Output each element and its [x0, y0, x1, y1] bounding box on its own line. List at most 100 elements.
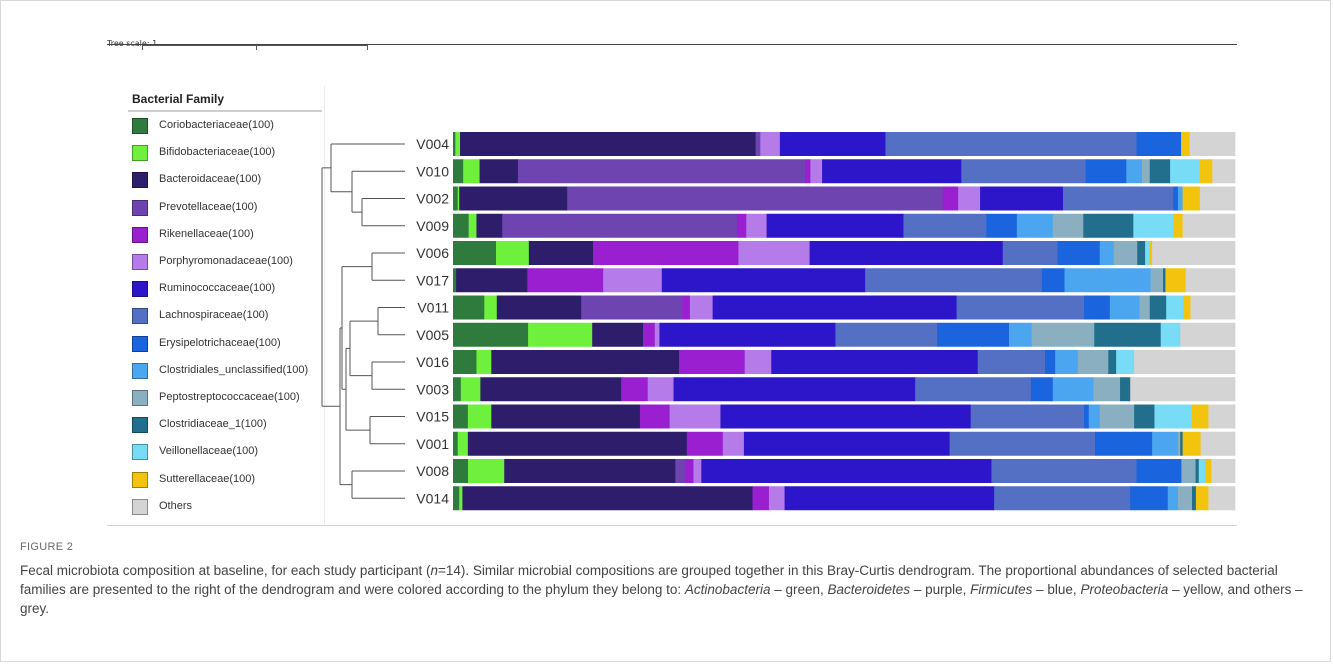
bar-segment: [457, 186, 460, 211]
bar-segment: [689, 295, 714, 320]
bar-segment: [476, 350, 492, 374]
sample-label: V006: [416, 245, 449, 261]
bar-segment: [835, 322, 938, 347]
bar-segment: [1149, 295, 1167, 320]
bar-segment: [1189, 132, 1236, 156]
bar-segment: [491, 350, 680, 374]
bar-segment: [517, 159, 806, 184]
bar-segment: [480, 377, 622, 402]
legend-swatch: [132, 145, 148, 162]
legend-item: Clostridiaceae_1(100): [132, 415, 322, 437]
bar-segment: [1062, 186, 1174, 211]
bar-segment: [937, 322, 1010, 347]
bar-segment: [1182, 186, 1201, 211]
bar-segment: [1198, 459, 1206, 483]
bar-segment: [1149, 241, 1153, 265]
bar-segment: [453, 486, 460, 511]
bar-segment: [1163, 268, 1166, 293]
bar-segment: [784, 486, 995, 511]
bar-segment: [491, 404, 641, 429]
bar-segment: [1130, 486, 1169, 511]
bar-segment: [684, 459, 694, 483]
bar-segment: [1120, 377, 1131, 402]
bar-segment: [467, 404, 492, 429]
legend-label: Coriobacteriaceae(100): [159, 119, 274, 131]
caption-segment: =14). Similar microbial compositions are…: [20, 563, 1278, 597]
bar-segment: [738, 241, 810, 265]
bar-segment: [453, 241, 497, 265]
legend-item: Erysipelotrichaceae(100): [132, 334, 322, 356]
bar-segment: [1108, 350, 1117, 374]
bar-segment: [1084, 404, 1090, 429]
sample-label: V008: [416, 463, 449, 479]
legend-item: Prevotellaceae(100): [132, 198, 322, 220]
bar-segment: [1182, 213, 1236, 238]
legend-item: Coriobacteriaceae(100): [132, 116, 322, 138]
bar-segment: [701, 459, 992, 483]
bar-segment: [1183, 295, 1191, 320]
legend-label: Peptostreptococcaceae(100): [159, 391, 300, 403]
bar-segment: [669, 404, 721, 429]
bar-segment: [986, 213, 1018, 238]
legend-title: Bacterial Family: [132, 92, 225, 106]
bar-segment: [885, 132, 1137, 156]
bar-segment: [1191, 404, 1209, 429]
bar-segment: [1137, 241, 1146, 265]
bar-segment: [456, 268, 528, 293]
legend-label: Porphyromonadaceae(100): [159, 255, 293, 267]
tree-scale-label: Tree scale: 1: [107, 39, 157, 48]
legend-item: Ruminococcaceae(100): [132, 279, 322, 301]
bar-segment: [994, 486, 1131, 511]
bar-segment: [958, 186, 981, 211]
bar-segment: [453, 322, 529, 347]
legend-label: Ruminococcaceae(100): [159, 282, 276, 295]
bar-segment: [1030, 377, 1054, 402]
bar-segment: [744, 350, 772, 374]
legend-label: Veillonellaceae(100): [159, 445, 259, 458]
bar-segment: [459, 186, 568, 211]
bar-segment: [673, 377, 916, 402]
bar-segment: [1195, 459, 1200, 483]
bar-segment: [621, 377, 649, 402]
bar-segment: [1160, 322, 1181, 347]
legend-label: Bacteroidaceae(100): [159, 173, 262, 186]
bar-segment: [479, 159, 519, 184]
bar-segment: [1181, 459, 1196, 483]
bar-segment: [736, 213, 747, 238]
bar-segment: [592, 322, 644, 347]
bar-segment: [810, 159, 823, 184]
bar-segment: [1177, 431, 1181, 456]
bar-segment: [1208, 486, 1236, 511]
figure-label: FIGURE 2: [20, 541, 74, 553]
legend-swatch: [132, 498, 148, 515]
sample-labels: V004 V010 V002 V009 V006 V017 V011 V005 V016 V003…: [416, 136, 449, 506]
bar-segment: [1136, 132, 1182, 156]
bar-segment: [1212, 159, 1236, 184]
bar-segment: [768, 486, 785, 511]
sample-label: V003: [416, 381, 449, 397]
bar-segment: [766, 213, 904, 238]
bar-segment: [528, 322, 593, 347]
legend-swatch: [132, 226, 148, 243]
bar-segment: [1199, 186, 1236, 211]
caption-segment: – blue,: [1032, 582, 1081, 597]
legend: Bacterial Family Coriobacteriaceae(100) B…: [128, 86, 325, 524]
bar-segment: [581, 295, 683, 320]
bar-segment: [1055, 350, 1079, 374]
caption-segment: – purple,: [910, 582, 971, 597]
bar-segment: [1180, 431, 1184, 456]
bar-segment: [1211, 459, 1236, 483]
caption-segment: – yellow, and others – grey.: [20, 582, 1303, 616]
legend-label: Rikenellaceae(100): [159, 227, 254, 240]
legend-item: Veillonellaceae(100): [132, 442, 322, 464]
bar-segment: [502, 213, 738, 238]
bar-segment: [1002, 241, 1058, 265]
bar-segment: [1084, 295, 1111, 320]
sample-label: V014: [416, 490, 449, 506]
bar-segment: [457, 431, 469, 456]
bar-segment: [463, 159, 480, 184]
legend-swatch: [132, 471, 148, 488]
bar-segment: [1088, 404, 1101, 429]
bar-segment: [467, 431, 688, 456]
